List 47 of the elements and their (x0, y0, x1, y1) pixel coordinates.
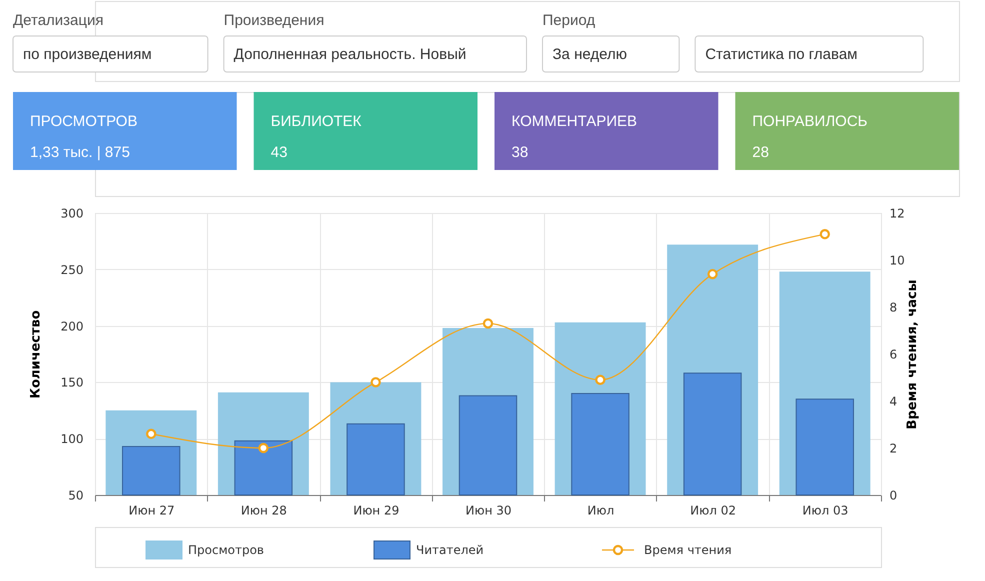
y-tick-label: 300 (60, 206, 84, 220)
y2-tick-label: 0 (890, 488, 898, 502)
category-label: ПОНРАВИЛОСЬ (752, 113, 868, 130)
legend-label: Просмотров (188, 543, 264, 557)
category-label: Период (542, 12, 596, 29)
point (370, 377, 381, 388)
point (595, 374, 606, 385)
y2-axis-title: Время чтения, часы (904, 280, 920, 430)
category-label: БИБЛИОТЕК (270, 113, 362, 130)
y-tick-label: 100 (60, 432, 84, 446)
text: 1,33 тыс. | 875 (30, 144, 130, 161)
x-tick-label: Июн 30 (465, 504, 512, 518)
y2-tick-label: 6 (890, 348, 898, 362)
x-tick-label: Июл (587, 504, 614, 518)
y-tick-label: 50 (68, 488, 84, 502)
x-tick-label: Июн 29 (353, 504, 400, 518)
y-tick-label: 200 (60, 319, 84, 334)
y2-tick-label: 4 (890, 394, 898, 408)
y2-tick-label: 2 (890, 442, 898, 456)
text: Статистика по главам (705, 46, 858, 63)
y2-tick-label: 10 (890, 254, 905, 268)
y-axis-title: Количество (28, 310, 44, 399)
y-tick-label: 250 (60, 262, 84, 277)
y2-tick-label: 12 (890, 206, 905, 220)
x-tick-label: Июн 27 (128, 504, 175, 518)
point (707, 268, 718, 280)
point (820, 229, 830, 240)
text: Дополненная реальность. Новый (234, 46, 466, 63)
text: 43 (270, 144, 288, 161)
category-label: Детализация (13, 12, 104, 29)
x-tick-label: Июл 02 (690, 504, 736, 518)
category-label: ПРОСМОТРОВ (30, 113, 138, 130)
point (146, 428, 156, 440)
y-tick-label: 150 (60, 376, 84, 390)
point (258, 442, 269, 454)
text: За неделю (552, 46, 627, 63)
text: 28 (752, 144, 769, 161)
legend-label: Время чтения (644, 543, 732, 557)
x-tick-label: Июл 03 (802, 504, 848, 518)
point (482, 318, 494, 329)
text: по произведениям (23, 46, 152, 63)
text: 38 (512, 144, 528, 161)
category-label: КОММЕНТАРИЕВ (512, 113, 638, 130)
y2-tick-label: 8 (890, 300, 898, 314)
category-label: Произведения (224, 12, 324, 29)
legend-label: Читателей (416, 543, 484, 557)
x-tick-label: Июн 28 (240, 504, 287, 518)
